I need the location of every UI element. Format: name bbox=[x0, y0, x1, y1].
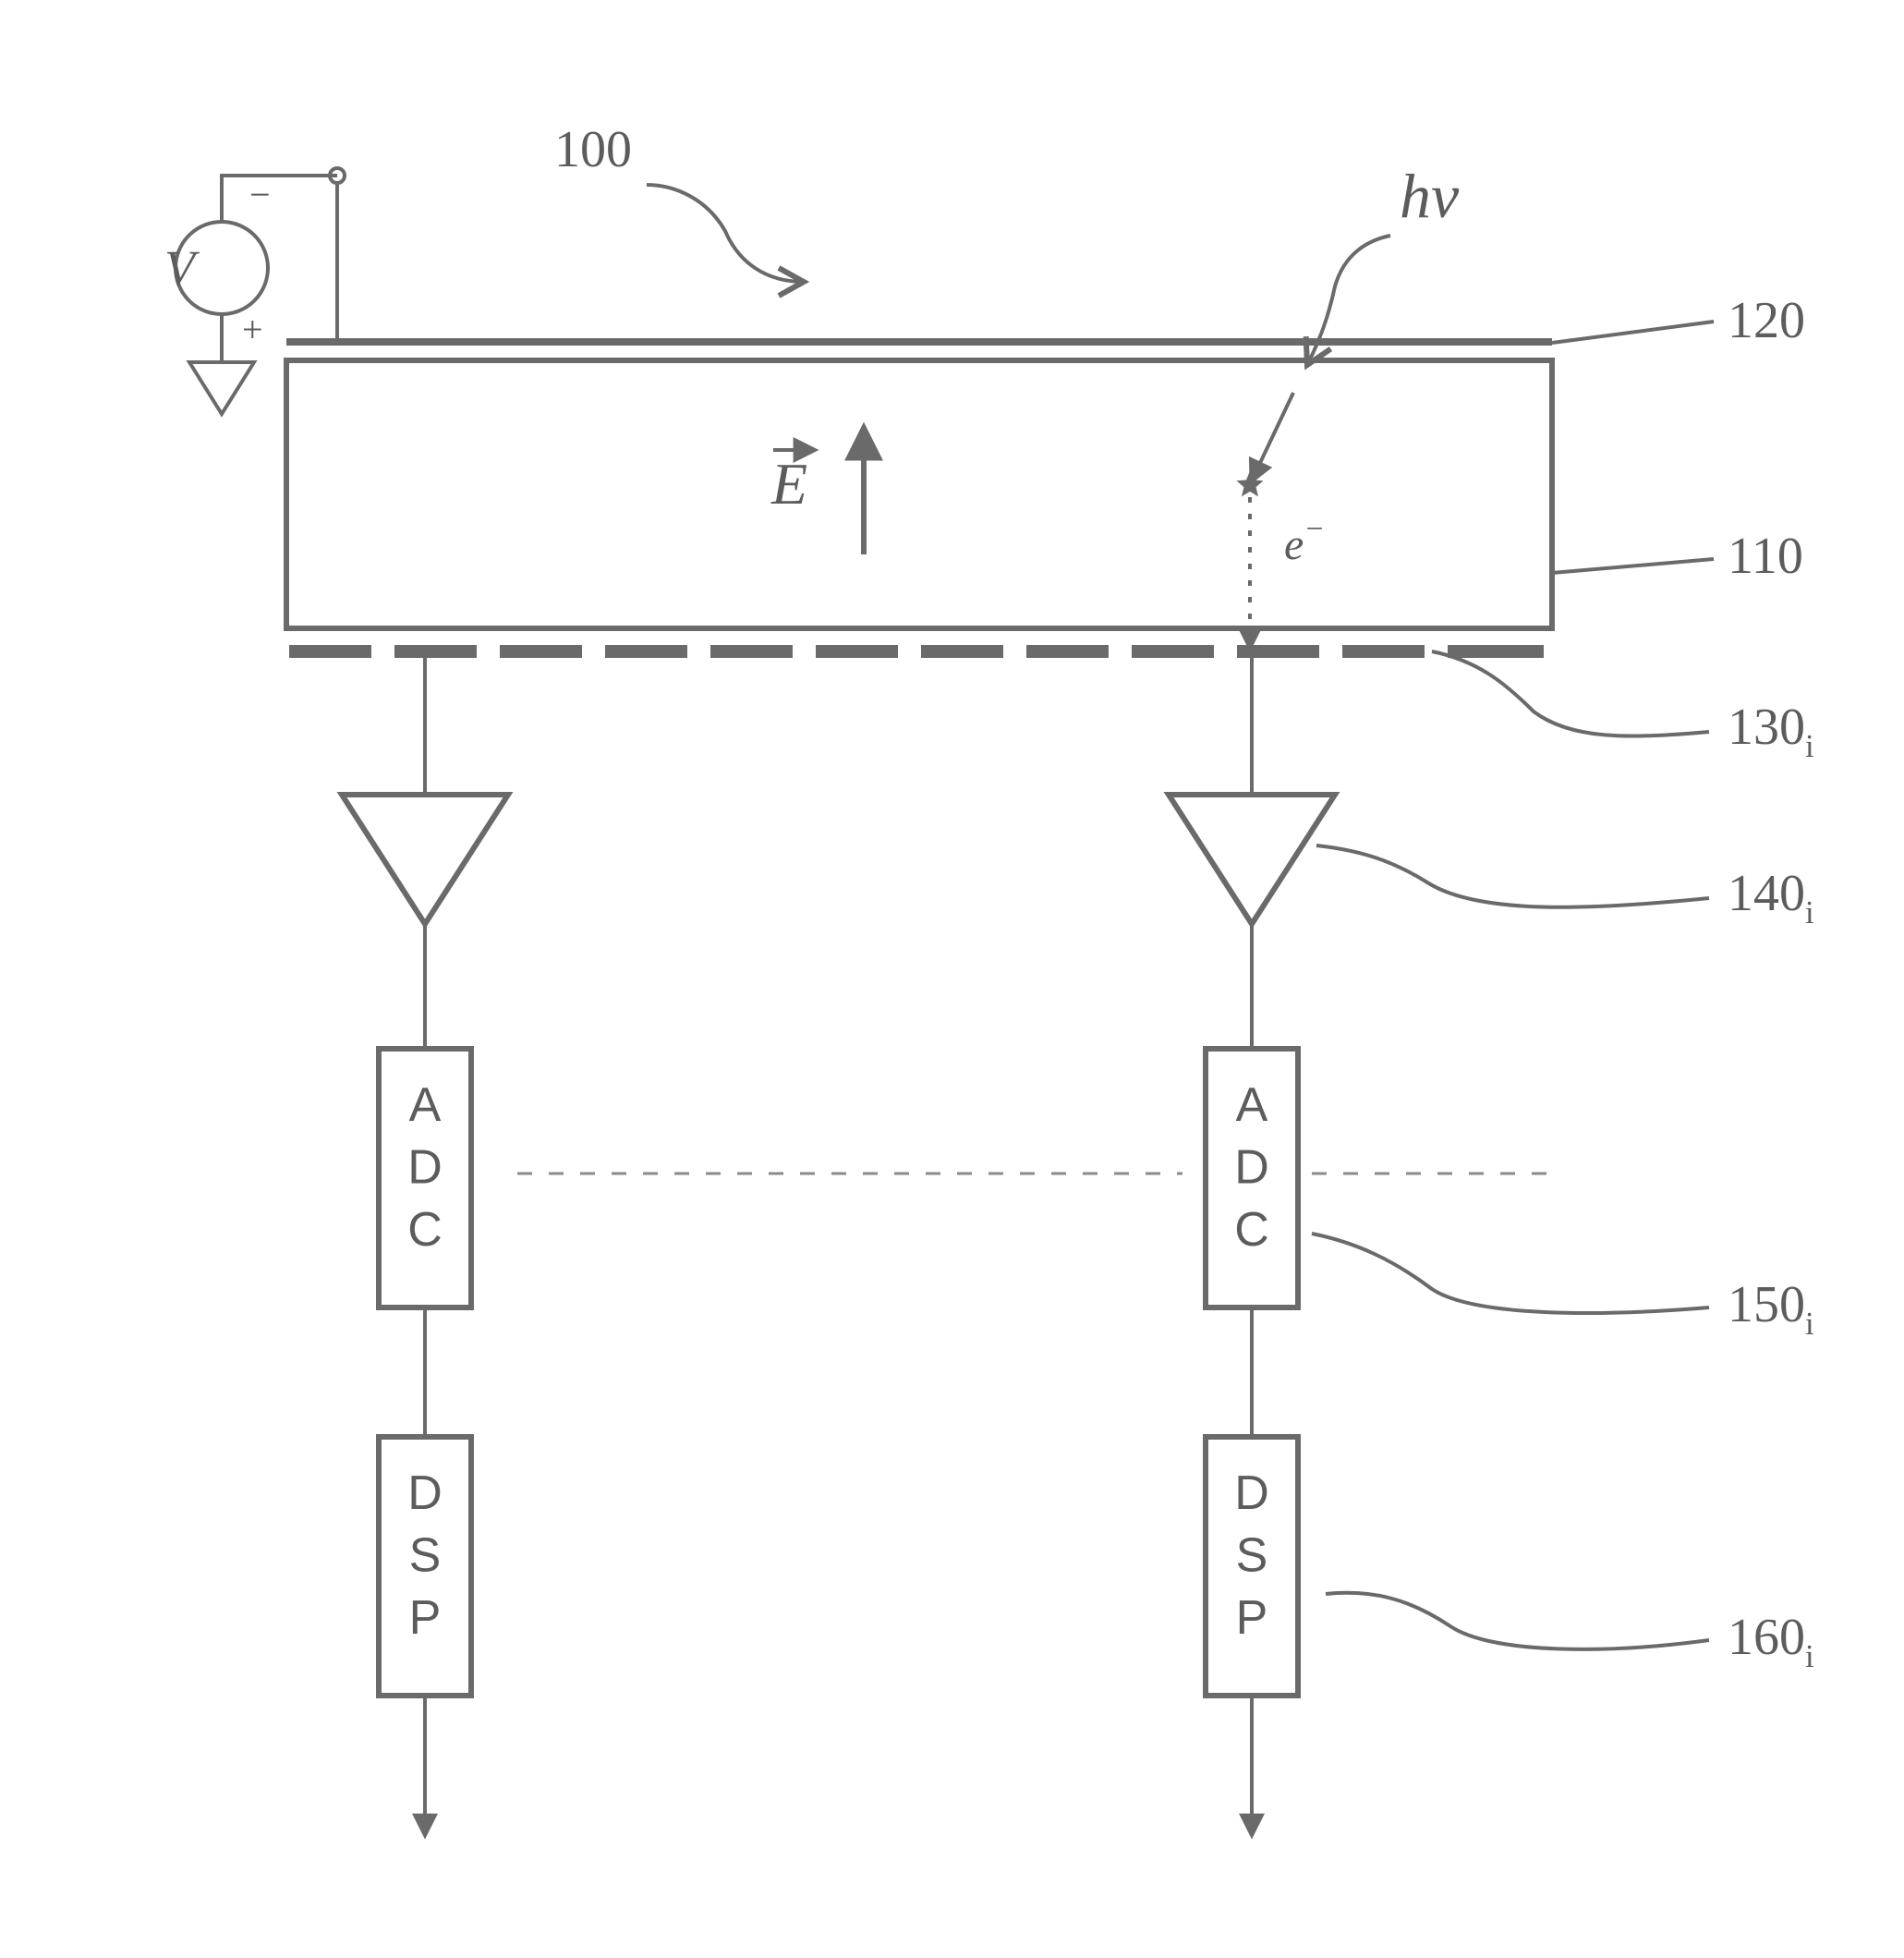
dsp-label: DSP bbox=[407, 1466, 443, 1645]
ref-110-leader bbox=[1552, 559, 1714, 573]
ref-140-label: 140i bbox=[1728, 865, 1814, 930]
ref-120-leader bbox=[1552, 322, 1714, 343]
e-field-label: E bbox=[770, 451, 807, 517]
ref-150-label: 150i bbox=[1728, 1276, 1814, 1342]
adc-label: ADC bbox=[407, 1078, 443, 1257]
ref-130-leader bbox=[1432, 651, 1709, 736]
ref-100-label: 100 bbox=[554, 121, 632, 178]
ground-symbol bbox=[189, 362, 254, 414]
ref-160-label: 160i bbox=[1728, 1609, 1814, 1674]
dsp-label: DSP bbox=[1234, 1466, 1269, 1645]
minus-sign: − bbox=[249, 174, 271, 215]
ref-160-leader bbox=[1326, 1593, 1709, 1649]
ref-140-leader bbox=[1316, 845, 1709, 907]
preamp bbox=[342, 795, 508, 924]
ref-110-label: 110 bbox=[1728, 528, 1803, 585]
ref-150-leader bbox=[1312, 1234, 1709, 1313]
ref-130-label: 130i bbox=[1728, 699, 1814, 764]
readout-channel: ADC DSP bbox=[1169, 651, 1335, 1834]
plus-sign: + bbox=[242, 309, 263, 350]
detector-slab bbox=[286, 360, 1552, 628]
adc-label: ADC bbox=[1234, 1078, 1269, 1257]
ref-120-label: 120 bbox=[1728, 292, 1805, 349]
ref-100-leader bbox=[647, 185, 804, 282]
readout-channel: ADC DSP bbox=[342, 651, 508, 1834]
preamp bbox=[1169, 795, 1335, 924]
wire-neg bbox=[222, 176, 337, 222]
photon-label: hν bbox=[1400, 161, 1460, 231]
